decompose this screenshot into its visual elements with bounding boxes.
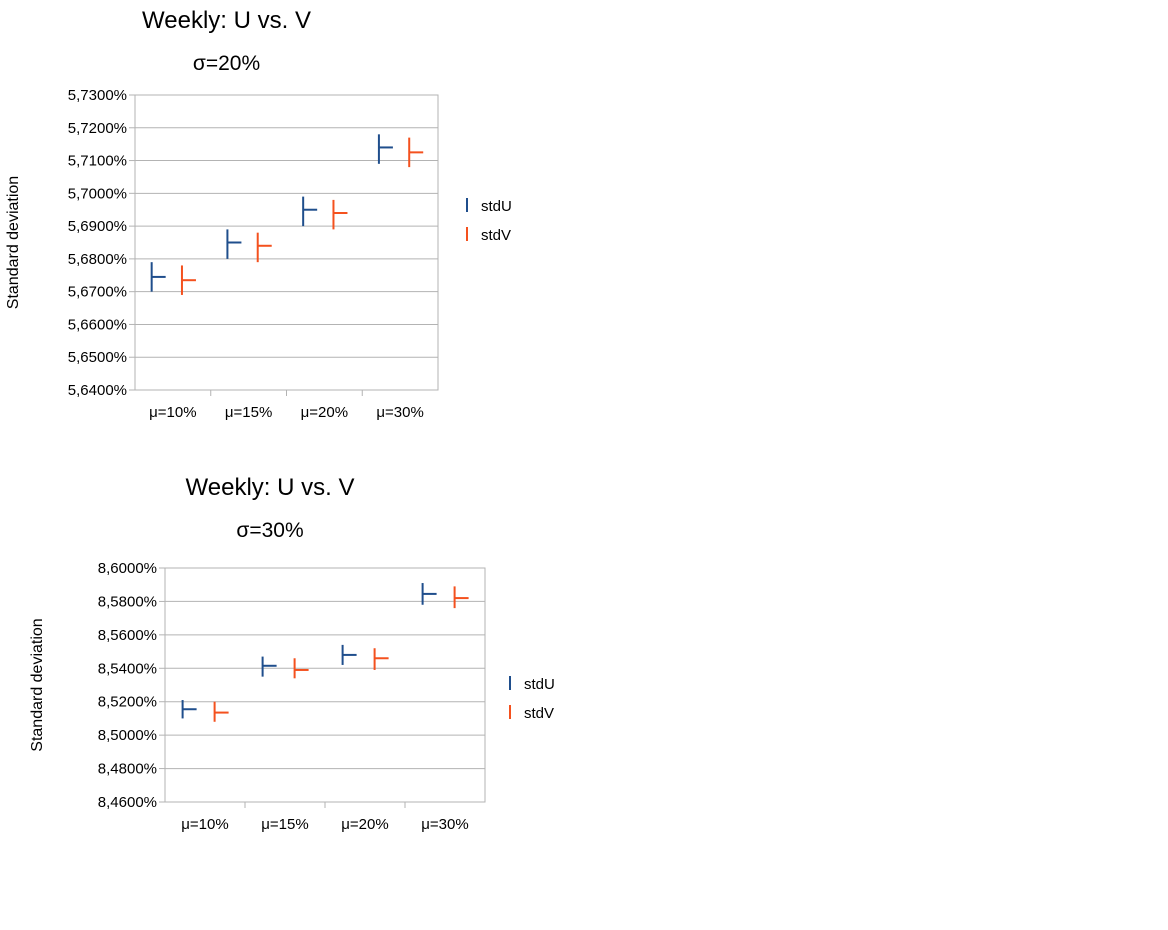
chart-svg: Weekly: U vs. V σ=20% 5,6400% 5,6500% 5,6600… [5, 7, 512, 421]
y-tick-label: 8,5000% [98, 727, 157, 744]
chart-svg: Weekly: U vs. Vσ=40%11,3000%11,3200%11,3… [584, 465, 1168, 930]
x-tick-label: μ=30% [421, 816, 468, 833]
y-tick-label: 8,4800% [98, 761, 157, 778]
legend-label-stdV: stdV [481, 227, 511, 244]
y-tick-label: 5,6500% [68, 349, 127, 366]
y-axis-label: Standard deviation [29, 618, 46, 751]
y-tick-label: 5,6900% [68, 218, 127, 235]
chart-svg: Weekly: U vs. V σ=30% 8,4600% 8,4800% 8,5000… [29, 474, 555, 833]
chart-title: Weekly: U vs. V [142, 7, 311, 34]
y-tick-label: 5,7300% [68, 87, 127, 104]
x-tick-label: μ=10% [181, 816, 228, 833]
x-tick-label: μ=30% [376, 404, 423, 421]
chart-subtitle: σ=30% [236, 519, 303, 542]
y-tick-label: 5,6400% [68, 382, 127, 399]
y-tick-label: 8,5200% [98, 694, 157, 711]
legend-label-stdU: stdU [524, 676, 555, 693]
chart-subtitle: σ=20% [193, 52, 260, 75]
y-axis-label: Standard deviation [5, 176, 22, 309]
y-tick-label: 8,6000% [98, 560, 157, 577]
y-tick-label: 5,6600% [68, 316, 127, 333]
x-tick-label: μ=15% [261, 816, 308, 833]
x-tick-label: μ=15% [225, 404, 272, 421]
chart-title: Weekly: U vs. V [186, 474, 355, 501]
x-tick-label: μ=10% [149, 404, 196, 421]
y-tick-label: 8,5800% [98, 593, 157, 610]
chart-panel-sigma-20: Weekly: U vs. V σ=20% 5,6400% 5,6500% 5,6600… [0, 0, 584, 465]
plot-frame [164, 567, 486, 803]
chart-panel-sigma-25: Weekly: U vs. Vσ=25%7,0400%7,0600%7,0800… [584, 0, 1168, 465]
y-tick-label: 8,4600% [98, 794, 157, 811]
plot-frame [134, 94, 439, 391]
chart-panel-sigma-30: Weekly: U vs. V σ=30% 8,4600% 8,4800% 8,5000… [0, 465, 584, 930]
legend-label-stdV: stdV [524, 705, 554, 722]
y-tick-label: 5,6800% [68, 251, 127, 268]
legend-label-stdU: stdU [481, 198, 512, 215]
x-tick-label: μ=20% [341, 816, 388, 833]
y-tick-label: 5,7000% [68, 185, 127, 202]
x-tick-label: μ=20% [301, 404, 348, 421]
y-tick-label: 5,7200% [68, 120, 127, 137]
y-tick-label: 5,6700% [68, 284, 127, 301]
y-tick-label: 8,5400% [98, 660, 157, 677]
chart-panel-sigma-40: Weekly: U vs. Vσ=40%11,3000%11,3200%11,3… [584, 465, 1168, 930]
y-tick-label: 5,7100% [68, 153, 127, 170]
y-tick-label: 8,5600% [98, 627, 157, 644]
chart-svg: Weekly: U vs. Vσ=25%7,0400%7,0600%7,0800… [584, 0, 1168, 465]
